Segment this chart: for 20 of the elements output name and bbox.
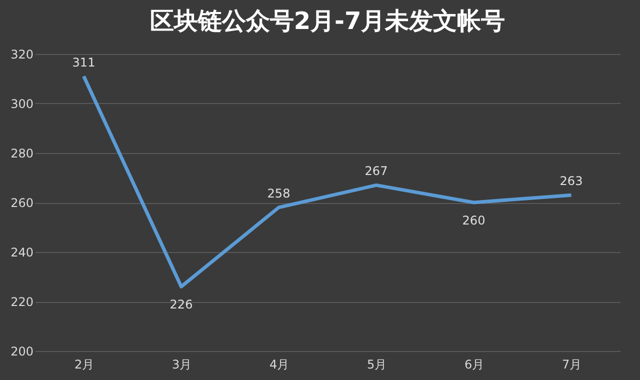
y-tick-label: 220 — [10, 295, 34, 309]
x-tick-label: 4月 — [269, 358, 290, 372]
x-tick-label: 2月 — [74, 358, 94, 372]
x-tick-label: 7月 — [562, 358, 582, 372]
y-tick-label: 200 — [10, 344, 34, 358]
data-label: 258 — [267, 186, 290, 200]
y-tick-label: 300 — [10, 97, 34, 111]
x-tick-label: 6月 — [464, 358, 484, 372]
data-label: 267 — [364, 164, 388, 178]
y-tick-label: 320 — [10, 48, 34, 62]
x-tick-label: 5月 — [366, 358, 387, 372]
data-label: 226 — [170, 298, 193, 312]
data-label: 263 — [560, 174, 583, 188]
x-tick-label: 3月 — [172, 358, 192, 372]
chart-title: 区块链公众号2月-7月未发文帐号 — [150, 7, 506, 35]
y-tick-label: 240 — [10, 246, 34, 260]
data-label: 311 — [72, 55, 96, 70]
data-label: 260 — [462, 214, 486, 228]
y-tick-label: 260 — [10, 196, 34, 210]
y-tick-label: 280 — [10, 146, 34, 160]
